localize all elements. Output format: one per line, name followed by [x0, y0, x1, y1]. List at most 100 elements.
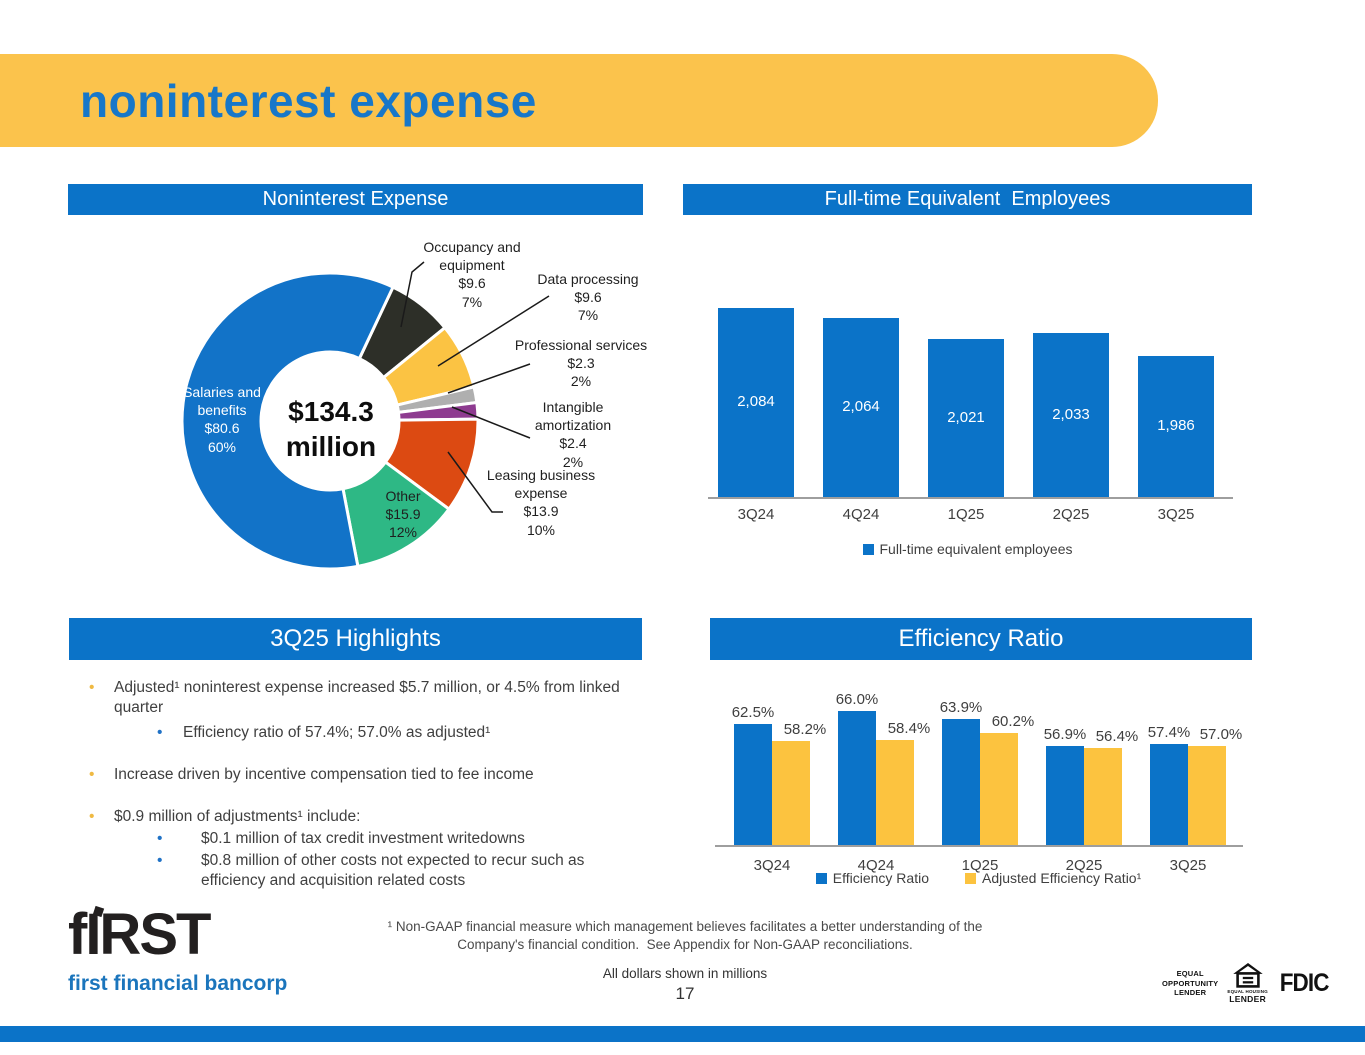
panel-header-highlights: 3Q25 Highlights — [69, 618, 642, 660]
fte-bar-chart: Full-time equivalent employees 2,084 3Q24… — [683, 225, 1252, 560]
adjusted-efficiency-ratio-bar-4q24 — [876, 740, 914, 845]
efficiency-ratio-value-4q24: 66.0% — [835, 690, 879, 708]
efficiency-category-4q24: 4Q24 — [857, 857, 895, 874]
logo-text: fIRST — [68, 902, 211, 967]
logo-wordmark: fIRST — [68, 906, 287, 964]
equal-housing-top-label: EQUAL HOUSING — [1227, 989, 1268, 994]
panel-header-label: Full-time Equivalent Employees — [824, 188, 1111, 210]
efficiency-ratio-bar-1q25 — [942, 718, 980, 845]
fte-bar-value-3q25: 1,986 — [1157, 417, 1195, 435]
highlight-item: $0.1 million of tax credit investment wr… — [86, 829, 631, 849]
panel-header-efficiency: Efficiency Ratio — [710, 618, 1252, 660]
footnote: ¹ Non-GAAP financial measure which manag… — [380, 918, 990, 954]
fte-category-3q25: 3Q25 — [1157, 506, 1195, 523]
highlights-list: Adjusted¹ noninterest expense increased … — [86, 678, 634, 891]
adjusted-efficiency-ratio-value-3q24: 58.2% — [783, 720, 827, 738]
adjusted-efficiency-ratio-bar-1q25 — [980, 733, 1018, 845]
efficiency-category-1q25: 1Q25 — [961, 857, 999, 874]
fte-bar-value-1q25: 2,021 — [947, 408, 985, 426]
company-logo: fIRST first financial bancorp — [68, 906, 287, 996]
equal-housing-lender-label: LENDER — [1229, 994, 1267, 1004]
pie-leader-line — [451, 406, 531, 439]
panel-header-label: 3Q25 Highlights — [270, 625, 441, 652]
fdic-logo: FDIC — [1279, 969, 1330, 997]
pie-label-other: Other $15.9 12% — [385, 488, 421, 541]
fte-legend-item: Full-time equivalent employees — [862, 541, 1073, 557]
adjusted-efficiency-ratio-value-3q25: 57.0% — [1199, 725, 1243, 743]
panel-header-noninterest-expense: Noninterest Expense — [68, 184, 643, 215]
highlight-item: Efficiency ratio of 57.4%; 57.0% as adju… — [86, 723, 613, 743]
footnote-line2: Company's financial condition. See Appen… — [457, 936, 913, 952]
equal-housing-lender-logo: EQUAL HOUSING LENDER — [1227, 963, 1268, 1004]
efficiency-ratio-value-3q25: 57.4% — [1147, 724, 1191, 742]
highlight-item: Adjusted¹ noninterest expense increased … — [86, 678, 634, 718]
adjusted-efficiency-ratio-bar-3q25 — [1188, 745, 1226, 845]
pie-leader-line — [447, 363, 531, 394]
equal-opportunity-lender-label: EQUAL OPPORTUNITY LENDER — [1162, 968, 1219, 998]
efficiency-legend-swatch — [815, 872, 827, 884]
fte-bar-value-3q24: 2,084 — [737, 393, 775, 411]
pie-label-leasing-business-expense: Leasing business expense $13.9 10% — [486, 467, 596, 538]
fte-category-3q24: 3Q24 — [737, 506, 775, 523]
efficiency-ratio-value-3q24: 62.5% — [731, 704, 775, 722]
noninterest-expense-donut-chart — [180, 261, 550, 571]
adjusted-efficiency-legend-label: Adjusted Efficiency Ratio¹ — [981, 870, 1142, 886]
fte-category-2q25: 2Q25 — [1052, 506, 1090, 523]
efficiency-ratio-bar-3q25 — [1150, 744, 1188, 845]
pie-label-data-processing: Data processing $9.6 7% — [537, 271, 639, 324]
adjusted-efficiency-ratio-value-1q25: 60.2% — [991, 713, 1035, 731]
fte-bar-value-2q25: 2,033 — [1052, 405, 1090, 423]
highlight-item: $0.8 million of other costs not expected… — [86, 851, 631, 891]
fte-bar-1q25 — [928, 338, 1004, 497]
pie-leader-line — [447, 451, 503, 513]
efficiency-legend: Efficiency Ratio Adjusted Efficiency Rat… — [705, 870, 1252, 886]
logo-subtitle: first financial bancorp — [68, 972, 288, 995]
fte-bar-3q25 — [1138, 355, 1214, 497]
fte-bar-value-4q24: 2,064 — [842, 398, 880, 416]
efficiency-ratio-bar-3q24 — [734, 724, 772, 845]
page-title: noninterest expense — [80, 74, 537, 127]
highlight-item: $0.9 million of adjustments¹ include: — [86, 807, 634, 827]
highlight-item: Increase driven by incentive compensatio… — [86, 765, 634, 785]
fte-bar-4q24 — [823, 317, 899, 497]
pie-label-professional-services: Professional services $2.3 2% — [514, 337, 648, 390]
pie-slice-salaries-and-benefits — [180, 271, 396, 571]
adjusted-efficiency-ratio-value-2q25: 56.4% — [1095, 727, 1139, 745]
bottom-accent-bar — [0, 1026, 1365, 1042]
adjusted-efficiency-ratio-value-4q24: 58.4% — [887, 720, 931, 738]
pie-leader-line — [400, 261, 425, 328]
fte-legend-label: Full-time equivalent employees — [879, 541, 1073, 557]
panel-header-label: Noninterest Expense — [262, 188, 449, 210]
adjusted-efficiency-legend-swatch — [964, 872, 976, 884]
efficiency-ratio-bar-2q25 — [1046, 745, 1084, 845]
efficiency-ratio-value-2q25: 56.9% — [1043, 725, 1087, 743]
efficiency-x-axis — [715, 845, 1243, 847]
donut-center-label: $134.3 million — [285, 396, 377, 462]
efficiency-ratio-value-1q25: 63.9% — [939, 698, 983, 716]
pie-label-salaries-and-benefits: Salaries and benefits $80.6 60% — [183, 384, 261, 455]
fte-x-axis — [708, 497, 1233, 499]
panel-header-label: Efficiency Ratio — [898, 625, 1064, 652]
efficiency-legend-item: Efficiency Ratio — [815, 870, 929, 886]
panel-header-fte: Full-time Equivalent Employees — [683, 184, 1252, 215]
efficiency-ratio-chart: Efficiency Ratio Adjusted Efficiency Rat… — [705, 655, 1252, 900]
adjusted-efficiency-ratio-bar-3q24 — [772, 740, 810, 845]
dollars-note: All dollars shown in millions — [602, 966, 768, 981]
efficiency-category-2q25: 2Q25 — [1065, 857, 1103, 874]
adjusted-efficiency-ratio-bar-2q25 — [1084, 747, 1122, 845]
efficiency-legend-item: Adjusted Efficiency Ratio¹ — [964, 870, 1142, 886]
pie-leader-line — [437, 295, 550, 367]
fte-category-1q25: 1Q25 — [947, 506, 985, 523]
fte-bar-2q25 — [1033, 332, 1109, 497]
footnote-line1: ¹ Non-GAAP financial measure which manag… — [387, 919, 983, 934]
fte-bar-3q24 — [718, 307, 794, 497]
efficiency-category-3q24: 3Q24 — [753, 857, 791, 874]
fte-legend-swatch — [862, 543, 874, 555]
efficiency-legend-label: Efficiency Ratio — [832, 870, 929, 886]
footer-badges: EQUAL OPPORTUNITY LENDER EQUAL HOUSING L… — [1162, 963, 1331, 1004]
fte-legend: Full-time equivalent employees — [683, 541, 1252, 557]
title-banner: noninterest expense — [0, 54, 1158, 147]
equal-housing-house-icon — [1232, 963, 1263, 988]
page-number: 17 — [675, 984, 695, 1003]
